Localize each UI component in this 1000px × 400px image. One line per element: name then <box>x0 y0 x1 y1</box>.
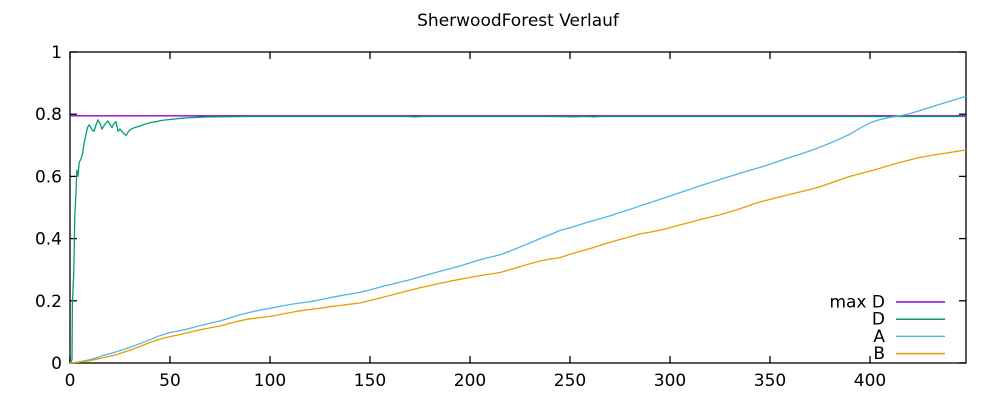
x-tick-label: 350 <box>754 371 786 391</box>
x-tick-label: 150 <box>354 371 386 391</box>
y-tick-label: 0.6 <box>35 167 62 187</box>
plot-border <box>69 51 967 364</box>
legend-label-d: D <box>872 310 885 330</box>
series-line-a <box>69 95 967 364</box>
x-tick-label: 200 <box>454 371 486 391</box>
x-tick-label: 250 <box>554 371 586 391</box>
y-tick-label: 0.4 <box>35 230 62 250</box>
y-tick-label: 0.2 <box>35 292 62 312</box>
series-line-b <box>69 149 967 364</box>
x-tick-label: 100 <box>254 371 286 391</box>
legend-label-b: B <box>873 344 885 364</box>
x-tick-label: 50 <box>159 371 181 391</box>
y-tick-label: 0 <box>51 354 62 374</box>
chart-title: SherwoodForest Verlauf <box>417 11 620 31</box>
y-tick-label: 1 <box>51 43 62 63</box>
series-line-d <box>69 115 966 364</box>
legend-label-max-d: max D <box>829 293 885 313</box>
y-tick-label: 0.8 <box>35 105 62 125</box>
x-tick-label: 300 <box>654 371 686 391</box>
legend-label-a: A <box>873 327 885 347</box>
x-tick-label: 0 <box>65 371 76 391</box>
x-tick-label: 400 <box>854 371 886 391</box>
